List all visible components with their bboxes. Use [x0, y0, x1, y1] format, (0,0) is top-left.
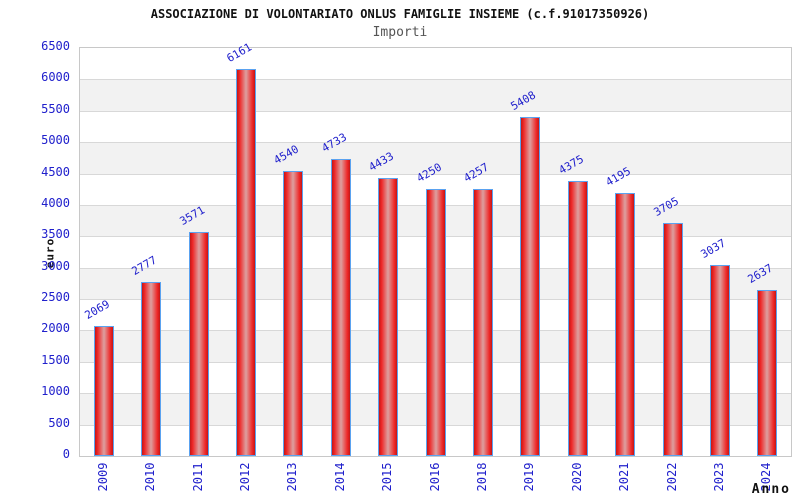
- bar: [567, 181, 588, 456]
- y-tick-label: 4500: [41, 164, 70, 179]
- bar: [709, 265, 730, 456]
- x-tick-label: 2011: [190, 462, 205, 492]
- y-tick-label: 6000: [41, 70, 70, 85]
- bar: [615, 192, 636, 456]
- chart-title: ASSOCIAZIONE DI VOLONTARIATO ONLUS FAMIG…: [150, 7, 650, 21]
- bar: [283, 171, 304, 456]
- x-tick-label: 2018: [474, 462, 489, 492]
- x-tick-label: 2021: [617, 462, 632, 492]
- x-tick-label: 2023: [711, 462, 726, 492]
- bar: [235, 69, 256, 456]
- y-tick-label: 4000: [41, 195, 70, 210]
- grid-band: [80, 48, 791, 80]
- bar: [757, 290, 778, 456]
- x-tick-label: 2013: [285, 462, 300, 492]
- y-tick-label: 1500: [41, 352, 70, 367]
- bar: [188, 231, 209, 456]
- x-tick-label: 2012: [237, 462, 252, 492]
- bar: [93, 326, 114, 456]
- x-tick-label: 2022: [664, 462, 679, 492]
- bar: [520, 116, 541, 456]
- y-tick-label: 3500: [41, 227, 70, 242]
- x-tick-label: 2015: [380, 462, 395, 492]
- x-tick-label: 2016: [427, 462, 442, 492]
- x-tick-label: 2010: [143, 462, 158, 492]
- y-tick-label: 5500: [41, 101, 70, 116]
- bar: [425, 189, 446, 456]
- x-axis-title: Anno: [751, 482, 791, 497]
- chart-subtitle: Importi: [372, 25, 428, 40]
- y-tick-label: 2000: [41, 321, 70, 336]
- x-tick-label: 2019: [522, 462, 537, 492]
- x-tick-label: 2020: [569, 462, 584, 492]
- y-tick-label: 2500: [41, 290, 70, 305]
- grid-band: [80, 79, 791, 111]
- y-tick-label: 500: [48, 415, 70, 430]
- bar: [378, 177, 399, 456]
- grid-band: [80, 110, 791, 143]
- y-tick-label: 6500: [41, 39, 70, 53]
- x-tick-label: 2014: [332, 462, 347, 492]
- plot-area: 2069 2777 3571 6161 4540 4733 4433 4250 4257 5408…: [79, 41, 792, 457]
- bar: [141, 281, 162, 456]
- bar: [472, 188, 493, 456]
- bar: [330, 158, 351, 456]
- x-tick-label: 2009: [95, 462, 110, 492]
- y-tick-label: 0: [62, 447, 70, 461]
- y-tick-label: 1000: [41, 384, 70, 399]
- y-tick-label: 5000: [41, 133, 70, 148]
- y-tick-label: 3000: [41, 258, 70, 273]
- grid-band: [80, 142, 791, 174]
- bar: [662, 223, 683, 456]
